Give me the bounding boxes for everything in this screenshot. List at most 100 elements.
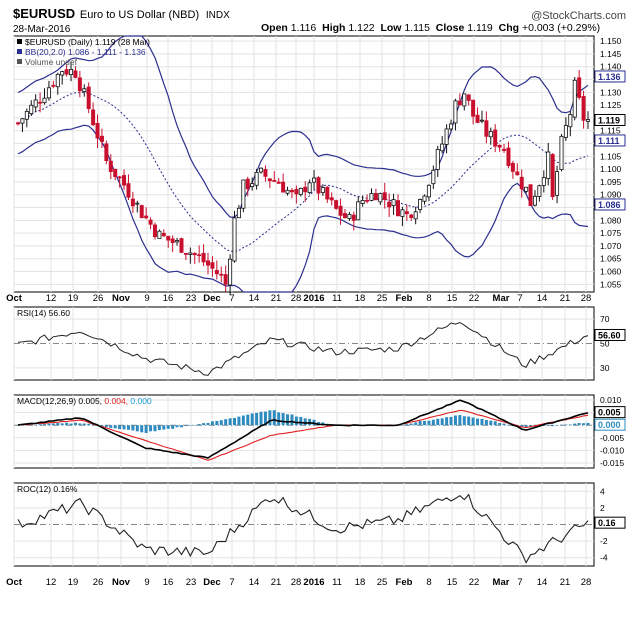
candle-body	[254, 171, 259, 186]
candle-body	[95, 122, 100, 139]
macd-histogram-bar	[418, 420, 422, 426]
exchange: INDX	[205, 10, 230, 21]
candle-body	[382, 192, 387, 200]
candle-body	[130, 198, 135, 207]
macd-histogram-bar	[162, 425, 166, 430]
candle-body	[91, 109, 96, 126]
macd-line	[17, 399, 589, 459]
candle-body	[205, 260, 210, 266]
macd-histogram-bar	[210, 421, 214, 426]
candle-body	[303, 186, 308, 193]
macd-histogram-bar	[100, 425, 104, 427]
macd-histogram-bar	[233, 417, 237, 426]
x-tick-label: 25	[377, 293, 388, 304]
macd-histogram-bar	[241, 415, 245, 426]
macd-histogram-bar	[449, 416, 453, 426]
candle-body	[139, 205, 144, 219]
candle-body	[197, 254, 202, 257]
macd-histogram-bar	[405, 424, 409, 426]
macd-histogram-bar	[219, 420, 223, 426]
candle-body	[201, 252, 206, 263]
macd-histogram-bar	[299, 416, 303, 426]
candle-body	[64, 69, 69, 75]
candle-body	[506, 147, 511, 167]
macd-legend: MACD(12,26,9) 0.005, 0.004, 0.000	[17, 396, 152, 406]
candle-body	[46, 87, 51, 99]
candle-body	[245, 178, 250, 190]
macd-histogram-bar	[480, 418, 484, 426]
x-tick-label: 14	[249, 577, 260, 588]
macd-histogram-bar	[109, 425, 113, 428]
candle-body	[546, 151, 551, 180]
candle-body	[528, 184, 533, 206]
legend-swatch	[17, 39, 22, 44]
candle-body	[479, 119, 484, 122]
y-tick-label: 1.080	[600, 215, 622, 225]
macd-tick-label: -0.015	[600, 458, 624, 468]
x-tick-label: 28	[581, 293, 592, 304]
macd-histogram-bar	[60, 423, 64, 426]
candle-body	[51, 84, 56, 87]
x-tick-label: 9	[144, 577, 149, 588]
candle-body	[502, 148, 507, 151]
macd-histogram-bar	[153, 425, 157, 432]
macd-histogram-bar	[175, 425, 179, 428]
bollinger-upper-band	[17, 35, 589, 218]
candle-body	[188, 252, 193, 255]
macd-histogram-bar	[113, 425, 117, 429]
candle-body	[325, 186, 330, 200]
x-tick-label: 15	[447, 577, 458, 588]
candle-body	[387, 201, 392, 208]
macd-histogram-bar	[400, 425, 404, 426]
macd-histogram-bar	[197, 424, 201, 426]
macd-histogram-bar	[179, 425, 183, 428]
candle-body	[462, 93, 467, 107]
candle-body	[559, 135, 564, 170]
x-tick-label: 22	[469, 577, 480, 588]
middle-band-label: 1.111	[598, 136, 620, 146]
middle-band-label-box	[594, 134, 626, 147]
macd-histogram-bar	[122, 425, 126, 430]
roc-tick-label: -4	[600, 553, 608, 563]
candle-body	[250, 183, 255, 188]
candle-body	[307, 182, 312, 193]
candle-body	[378, 193, 383, 203]
chart-title: $EURUSD Euro to US Dollar (NBD) INDX	[13, 6, 230, 21]
candle-body	[144, 215, 149, 219]
macd-tick-label: 0.010	[600, 395, 622, 405]
macd-histogram-bar	[69, 423, 73, 426]
candle-body	[161, 232, 166, 237]
x-tick-label: Nov	[112, 293, 131, 304]
macd-histogram-bar	[215, 421, 219, 426]
y-tick-label: 1.130	[600, 87, 622, 97]
macd-histogram-bar	[87, 423, 91, 426]
candle-body	[471, 99, 476, 117]
macd-hist-label-box	[594, 418, 626, 431]
macd-histogram-bar	[546, 425, 550, 426]
x-tick-label: 7	[229, 293, 234, 304]
macd-histogram-bar	[294, 416, 298, 426]
y-tick-label: 1.125	[600, 100, 622, 110]
candle-body	[42, 97, 47, 104]
rsi-tick-label: 30	[600, 363, 610, 373]
candle-body	[73, 70, 78, 78]
candle-body	[29, 104, 34, 114]
macd-histogram-bar	[126, 425, 130, 430]
macd-histogram-bar	[555, 425, 559, 426]
candle-body	[192, 252, 197, 256]
x-tick-label: 16	[163, 293, 174, 304]
candle-body	[122, 175, 127, 186]
macd-histogram-bar	[193, 425, 197, 426]
candle-body	[272, 180, 277, 182]
macd-histogram-bar	[440, 418, 444, 426]
candle-body	[214, 270, 219, 275]
candle-body	[577, 77, 582, 98]
x-tick-label: Feb	[396, 577, 413, 588]
candle-body	[281, 181, 286, 193]
candle-body	[33, 99, 38, 108]
macd-histogram-bar	[34, 425, 38, 426]
candle-body	[493, 129, 498, 147]
macd-histogram-bar	[281, 413, 285, 426]
roc-value-label: 0.16	[598, 518, 616, 528]
macd-histogram-bar	[135, 425, 139, 432]
